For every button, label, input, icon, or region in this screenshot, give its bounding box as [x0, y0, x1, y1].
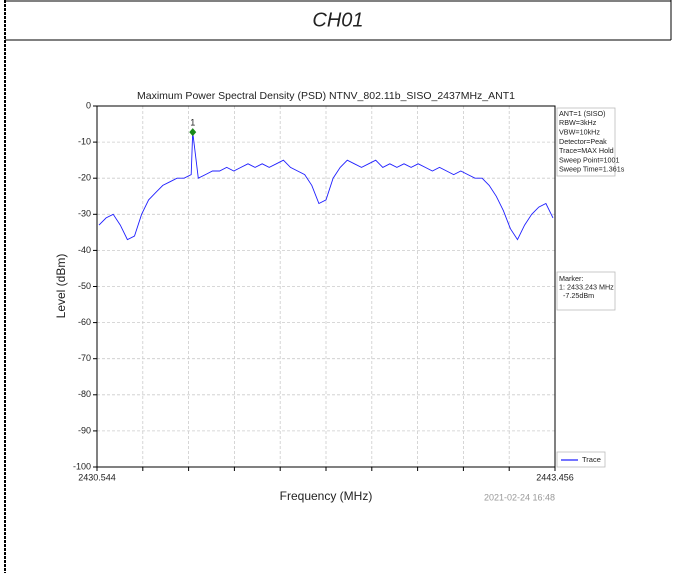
x-tick-label: 2430.544 — [78, 472, 116, 482]
header: CH01 — [312, 9, 363, 31]
legend-box — [556, 451, 606, 468]
y-tick-label: -50 — [78, 281, 91, 291]
marker-box — [556, 271, 616, 311]
marker-point — [189, 128, 197, 137]
marker-label: 1 — [190, 118, 195, 128]
info-text: RBW=3kHz — [559, 118, 597, 127]
marker-info-text: Marker: — [559, 274, 583, 283]
chart-title: Maximum Power Spectral Density (PSD) NTN… — [137, 90, 515, 102]
y-tick-label: -30 — [78, 209, 91, 219]
plot-frame — [96, 105, 556, 468]
info-text: Detector=Peak — [559, 137, 607, 146]
info-box — [556, 107, 616, 177]
x-tick-label: 2443.456 — [536, 472, 574, 482]
y-tick-label: -90 — [78, 425, 91, 435]
info-text: Trace=MAX Hold — [559, 146, 614, 155]
timestamp: 2021-02-24 16:48 — [484, 492, 555, 502]
trace-line — [98, 132, 554, 241]
y-tick-label: -40 — [78, 245, 91, 255]
y-tick-label: -10 — [78, 136, 91, 146]
y-tick-label: -80 — [78, 389, 91, 399]
info-text: Sweep Time=1.361s — [559, 165, 625, 174]
marker-info-text: 1: 2433.243 MHz — [559, 282, 614, 291]
y-tick-label: -100 — [73, 461, 91, 471]
y-tick-label: -60 — [78, 317, 91, 327]
x-axis-label: Frequency (MHz) — [280, 489, 373, 503]
info-text: Sweep Point=1001 — [559, 155, 620, 164]
info-text: VBW=10kHz — [559, 128, 600, 137]
legend-label: Trace — [582, 455, 601, 464]
y-axis-label: Level (dBm) — [54, 254, 68, 319]
y-tick-label: 0 — [86, 100, 91, 110]
y-tick-label: -70 — [78, 353, 91, 363]
y-tick-label: -20 — [78, 173, 91, 183]
marker-info-text: -7.25dBm — [559, 291, 594, 300]
info-text: ANT=1 (SISO) — [559, 109, 606, 118]
